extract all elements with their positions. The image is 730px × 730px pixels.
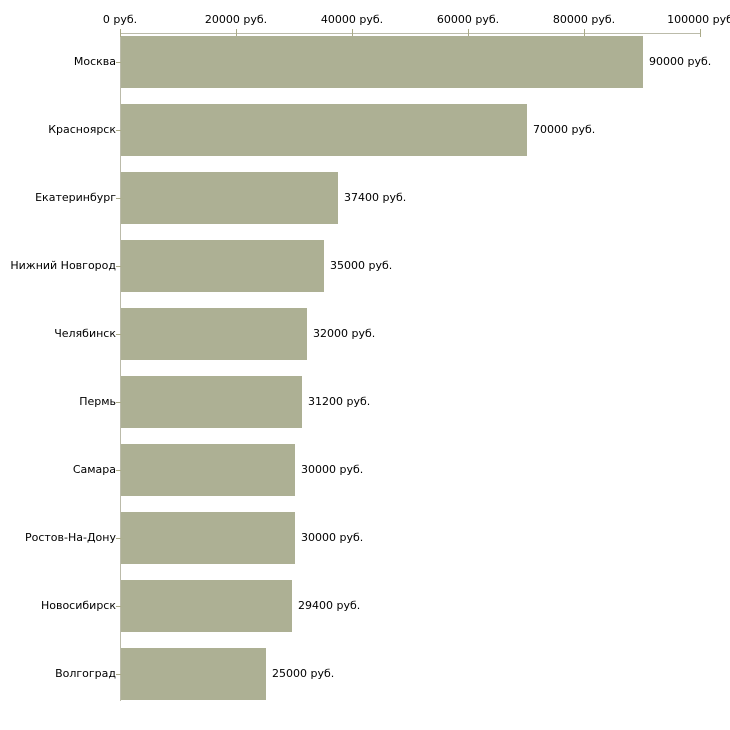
- x-axis-tick-label: 0 руб.: [102, 13, 138, 26]
- category-label: Ростов-На-Дону: [24, 531, 116, 544]
- y-axis-tick: [116, 130, 121, 131]
- bar-value-label: 30000 руб.: [301, 463, 364, 476]
- bar[interactable]: [121, 376, 302, 428]
- category-label: Пермь: [79, 395, 116, 408]
- x-axis-tick: [352, 29, 353, 37]
- bar-value-label: 25000 руб.: [272, 667, 335, 680]
- x-axis-tick: [700, 29, 701, 37]
- category-label: Челябинск: [54, 327, 116, 340]
- x-axis-line: [120, 33, 700, 34]
- bar-value-label: 29400 руб.: [298, 599, 361, 612]
- x-axis-tick-label: 80000 руб.: [552, 13, 616, 26]
- x-axis-tick: [236, 29, 237, 37]
- bar[interactable]: [121, 36, 643, 88]
- y-axis-tick: [116, 266, 121, 267]
- bar-value-label: 31200 руб.: [308, 395, 371, 408]
- bar-value-label: 30000 руб.: [301, 531, 364, 544]
- y-axis-tick: [116, 674, 121, 675]
- y-axis-tick: [116, 606, 121, 607]
- category-label: Волгоград: [55, 667, 116, 680]
- bar[interactable]: [121, 580, 292, 632]
- x-axis-tick: [120, 29, 121, 37]
- y-axis-tick: [116, 62, 121, 63]
- bar[interactable]: [121, 648, 266, 700]
- bar-value-label: 37400 руб.: [344, 191, 407, 204]
- category-label: Екатеринбург: [35, 191, 116, 204]
- bar[interactable]: [121, 240, 324, 292]
- bar-value-label: 35000 руб.: [330, 259, 393, 272]
- category-label: Красноярск: [48, 123, 116, 136]
- category-label: Москва: [73, 55, 116, 68]
- bar-value-label: 90000 руб.: [649, 55, 712, 68]
- y-axis-tick: [116, 470, 121, 471]
- y-axis-tick: [116, 334, 121, 335]
- category-label: Самара: [72, 463, 116, 476]
- bar[interactable]: [121, 444, 295, 496]
- category-label: Новосибирск: [40, 599, 116, 612]
- x-axis-tick: [584, 29, 585, 37]
- bar[interactable]: [121, 512, 295, 564]
- y-axis-tick: [116, 538, 121, 539]
- bar[interactable]: [121, 104, 527, 156]
- category-label: Нижний Новгород: [10, 259, 116, 272]
- bar[interactable]: [121, 308, 307, 360]
- bar-value-label: 70000 руб.: [533, 123, 596, 136]
- y-axis-tick: [116, 402, 121, 403]
- x-axis-tick-label: 20000 руб.: [204, 13, 268, 26]
- bar-value-label: 32000 руб.: [313, 327, 376, 340]
- x-axis-tick-label: 100000 руб: [667, 13, 730, 26]
- y-axis-line: [120, 33, 121, 701]
- x-axis-tick-label: 40000 руб.: [320, 13, 384, 26]
- x-axis-tick-label: 60000 руб.: [436, 13, 500, 26]
- x-axis-tick: [468, 29, 469, 37]
- y-axis-tick: [116, 198, 121, 199]
- bar[interactable]: [121, 172, 338, 224]
